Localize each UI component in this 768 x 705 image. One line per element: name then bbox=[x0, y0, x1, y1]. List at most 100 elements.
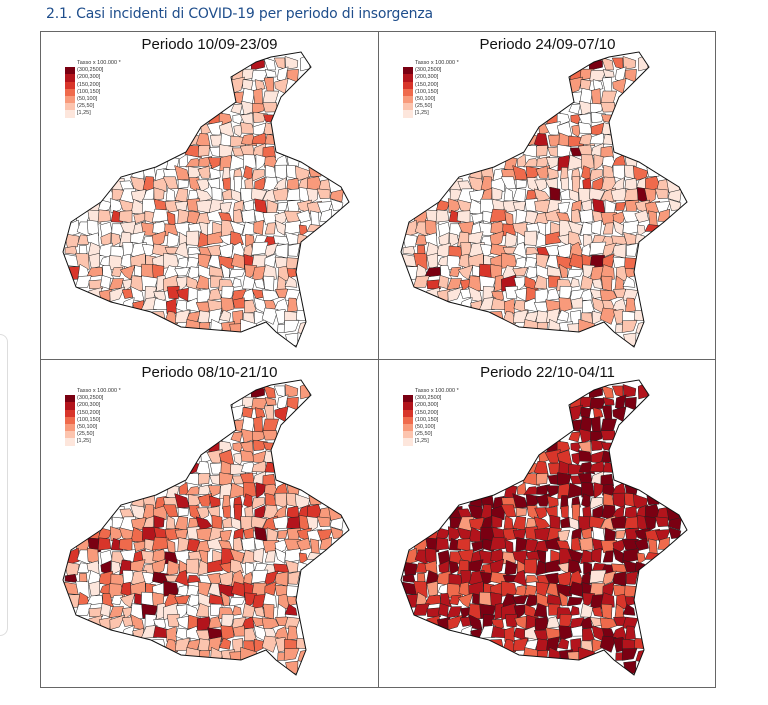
municipality-area bbox=[582, 592, 596, 608]
municipality-area bbox=[621, 648, 638, 661]
municipality-area bbox=[557, 242, 572, 259]
municipality-area bbox=[229, 548, 245, 564]
municipality-area bbox=[306, 224, 322, 232]
municipality-area bbox=[634, 310, 648, 322]
legend-item: (100,150] bbox=[65, 416, 121, 424]
municipality-area bbox=[402, 561, 418, 577]
municipality-area bbox=[426, 279, 441, 290]
region-outline bbox=[400, 379, 688, 676]
municipality-area bbox=[197, 493, 213, 507]
municipality-area bbox=[197, 473, 210, 485]
municipality-area bbox=[634, 638, 648, 650]
region-outline bbox=[62, 379, 350, 676]
municipality-area bbox=[88, 580, 100, 597]
legend-item: (200,300] bbox=[403, 74, 459, 82]
municipality-area bbox=[500, 176, 517, 190]
legend-label: (150,200] bbox=[77, 81, 101, 88]
legend-label: (50,100] bbox=[415, 96, 436, 103]
municipality-area bbox=[626, 243, 639, 257]
municipality-area bbox=[263, 570, 279, 587]
municipality-area bbox=[622, 275, 636, 288]
municipality-area bbox=[635, 649, 650, 665]
municipality-area bbox=[261, 635, 279, 653]
municipality-area bbox=[504, 613, 518, 628]
municipality-area bbox=[534, 507, 547, 520]
municipality-area bbox=[198, 322, 211, 334]
municipality-area bbox=[196, 179, 209, 192]
municipality-area bbox=[568, 431, 581, 443]
legend-item: (300,2500] bbox=[65, 395, 121, 403]
municipality-area bbox=[165, 626, 177, 642]
municipality-area bbox=[166, 559, 180, 576]
legend-label: (200,300] bbox=[77, 74, 101, 81]
municipality-area bbox=[198, 650, 211, 662]
municipality-area bbox=[310, 210, 320, 226]
municipality-area bbox=[264, 397, 277, 406]
divider bbox=[41, 359, 715, 360]
legend-item: (25,50] bbox=[403, 431, 459, 439]
municipality-area bbox=[566, 596, 584, 607]
municipality-area bbox=[545, 231, 561, 245]
municipality-area bbox=[287, 625, 298, 641]
municipality-area bbox=[648, 210, 658, 226]
municipality-area bbox=[262, 430, 278, 441]
legend-item: [1,25] bbox=[65, 110, 121, 118]
municipality-area bbox=[634, 209, 649, 223]
municipality-area bbox=[622, 56, 637, 70]
municipality-area bbox=[255, 482, 269, 499]
municipality-area bbox=[242, 549, 258, 564]
municipality-area bbox=[228, 596, 246, 607]
legend-item: [1,25] bbox=[403, 110, 459, 118]
panel-title: Periodo 10/09-23/09 bbox=[141, 36, 278, 53]
municipality-area bbox=[264, 69, 277, 78]
municipality-area bbox=[512, 529, 527, 539]
municipality-area bbox=[600, 592, 615, 608]
legend-title: Tasso x 100.000 * bbox=[77, 388, 121, 394]
municipality-area bbox=[88, 252, 100, 269]
municipality-area bbox=[591, 547, 602, 564]
municipality-area bbox=[503, 515, 514, 530]
municipality-area bbox=[449, 594, 462, 606]
municipality-area bbox=[579, 209, 594, 223]
legend-swatch bbox=[65, 74, 75, 82]
municipality-area bbox=[546, 167, 559, 180]
municipality-area bbox=[635, 321, 650, 337]
legend-label: [1,25] bbox=[415, 438, 429, 445]
municipality-area bbox=[602, 550, 614, 563]
municipality-area bbox=[413, 252, 428, 271]
municipality-area bbox=[306, 516, 319, 533]
municipality-area bbox=[174, 266, 190, 277]
legend-item: (300,2500] bbox=[403, 67, 459, 75]
legend-label: [1,25] bbox=[77, 438, 91, 445]
side-panel-handle[interactable] bbox=[0, 334, 8, 636]
municipality-area bbox=[644, 188, 657, 205]
municipality-area bbox=[232, 208, 244, 224]
municipality-area bbox=[503, 298, 515, 314]
map-panel: Periodo 24/09-07/10 Tasso x 100.000 * (300… bbox=[379, 32, 716, 359]
municipality-area bbox=[208, 594, 224, 606]
municipality-area bbox=[636, 224, 646, 237]
municipality-area bbox=[86, 547, 99, 565]
municipality-area bbox=[600, 430, 616, 441]
map-legend: Tasso x 100.000 * (300,2500] (200,300] (150… bbox=[65, 60, 121, 118]
municipality-area bbox=[590, 431, 603, 443]
municipality-area bbox=[535, 473, 548, 485]
municipality-area bbox=[667, 189, 682, 203]
legend-label: [1,25] bbox=[415, 110, 429, 117]
municipality-area bbox=[503, 626, 515, 642]
municipality-area bbox=[634, 537, 649, 551]
municipality-area bbox=[568, 103, 581, 115]
legend-swatch bbox=[65, 103, 75, 111]
legend-item: (150,200] bbox=[403, 81, 459, 89]
municipality-area bbox=[298, 224, 308, 237]
municipality-area bbox=[504, 559, 518, 576]
municipality-area bbox=[219, 242, 234, 259]
municipality-area bbox=[75, 580, 90, 599]
municipality-area bbox=[165, 298, 177, 314]
municipality-area bbox=[74, 275, 92, 288]
legend-swatch bbox=[65, 67, 75, 75]
municipality-area bbox=[489, 230, 505, 248]
municipality-area bbox=[515, 179, 527, 189]
municipality-area bbox=[535, 493, 551, 507]
municipality-area bbox=[591, 88, 601, 106]
